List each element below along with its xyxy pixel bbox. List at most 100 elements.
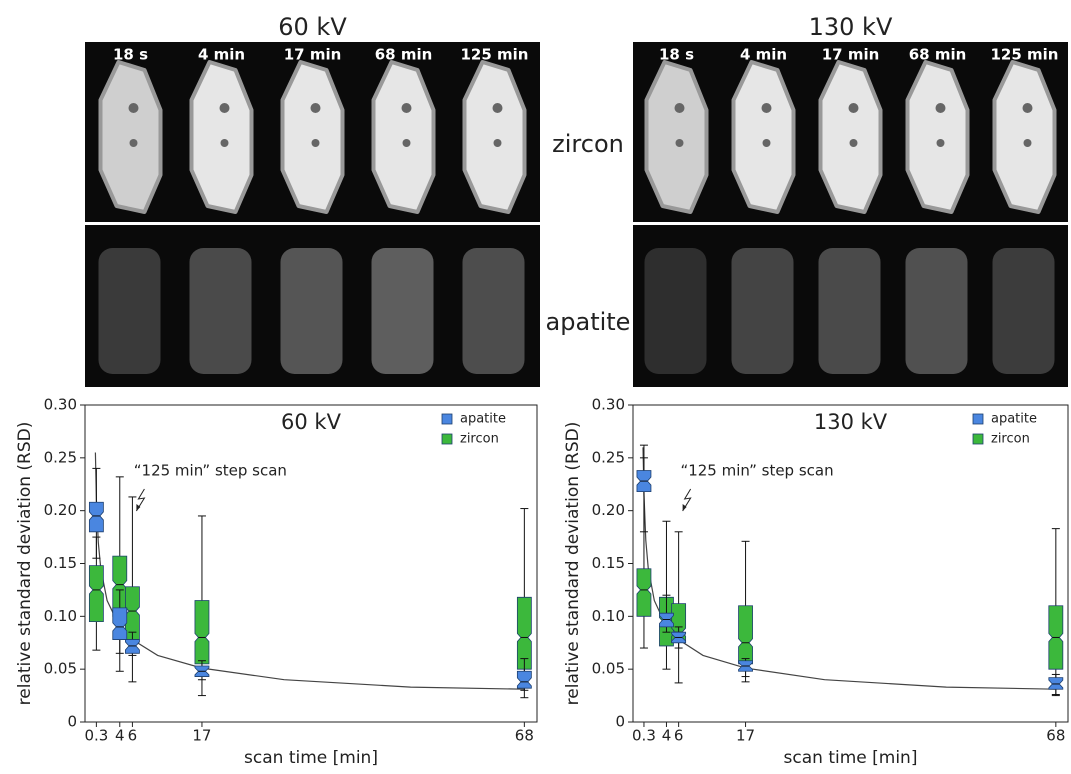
inclusion [674,103,685,113]
box [194,600,210,665]
inclusion [402,139,411,147]
apatite-grain [462,248,525,374]
arrow-head [682,504,687,511]
zircon-grain [992,60,1057,214]
x-tick-label: 17 [736,727,755,745]
time-label: 17 min [822,46,880,64]
x-axis-label: scan time [min] [244,748,378,768]
apatite-grain [731,248,794,374]
x-tick-label: 0.3 [84,727,108,745]
inclusion [849,139,858,147]
zircon-grain [905,60,970,214]
panel-title: 130 kV [809,13,893,41]
apatite-grain [644,248,707,374]
inclusion [761,103,772,113]
legend-swatch [441,433,453,445]
y-tick-label: 0 [615,713,625,731]
zircon-grain [644,60,709,214]
zircon-grain [731,60,796,214]
inclusion [310,103,321,113]
y-tick-label: 0.25 [44,448,77,466]
inclusion [129,139,138,147]
x-tick-label: 6 [128,727,138,745]
zircon-grain [371,60,436,214]
plot-frame [632,404,1069,723]
legend-label: zircon [460,432,499,447]
inclusion [1022,103,1033,113]
x-tick-label: 68 [515,727,534,745]
y-tick-label: 0.15 [592,554,625,572]
x-tick-label: 4 [115,727,125,745]
box [112,607,128,640]
material-label: zircon [552,130,624,158]
apatite-grain [280,248,343,374]
y-tick-label: 0.05 [592,660,625,678]
box [636,568,652,617]
y-tick-label: 0.20 [592,501,625,519]
legend-swatch [441,413,453,425]
time-label: 4 min [198,46,245,64]
zircon-grain [280,60,345,214]
annotation: “125 min” step scan [134,462,287,480]
x-tick-label: 6 [674,727,684,745]
legend-label: apatite [460,412,506,427]
y-tick-label: 0.10 [44,607,77,625]
legend-label: zircon [991,432,1030,447]
x-tick-label: 17 [192,727,211,745]
inclusion [848,103,859,113]
inclusion [935,103,946,113]
y-tick-label: 0 [67,713,77,731]
time-label: 4 min [740,46,787,64]
box [88,501,104,533]
y-tick-label: 0.30 [592,396,625,414]
zircon-grain [189,60,254,214]
box [659,612,674,628]
apatite-grain [98,248,161,374]
inclusion [219,103,230,113]
arrow-head [136,504,141,511]
material-label: apatite [546,308,631,336]
time-label: 68 min [909,46,967,64]
inclusion [762,139,771,147]
apatite-grain [371,248,434,374]
time-label: 125 min [991,46,1059,64]
y-tick-label: 0.25 [592,448,625,466]
annotation: “125 min” step scan [680,462,833,480]
box [738,605,753,665]
fit-curve [94,452,525,690]
box [1048,677,1064,690]
inclusion [675,139,684,147]
y-axis-label: relative standard deviation (RSD) [15,422,35,706]
plot-frame [84,404,538,723]
fit-curve [642,447,1056,690]
apatite-grain [905,248,968,374]
annotation-arrow [682,488,692,512]
inclusion [220,139,229,147]
annotation-arrow [135,488,146,512]
time-label: 18 s [659,46,694,64]
chart-title: 60 kV [281,410,342,434]
box [88,565,104,623]
inclusion [128,103,139,113]
inclusion [493,139,502,147]
time-label: 125 min [461,46,529,64]
panel-title: 60 kV [278,13,347,41]
apatite-grain [818,248,881,374]
x-tick-label: 68 [1046,727,1065,745]
zircon-grain [98,60,163,214]
y-tick-label: 0.05 [44,660,77,678]
y-axis-label: relative standard deviation (RSD) [563,422,583,706]
apatite-grain [189,248,252,374]
y-tick-label: 0.15 [44,554,77,572]
zircon-grain [818,60,883,214]
box [516,596,532,670]
box [125,586,140,640]
time-label: 18 s [113,46,148,64]
inclusion [936,139,945,147]
inclusion [401,103,412,113]
legend-label: apatite [991,412,1037,427]
y-tick-label: 0.30 [44,396,77,414]
inclusion [311,139,320,147]
inclusion [1023,139,1032,147]
